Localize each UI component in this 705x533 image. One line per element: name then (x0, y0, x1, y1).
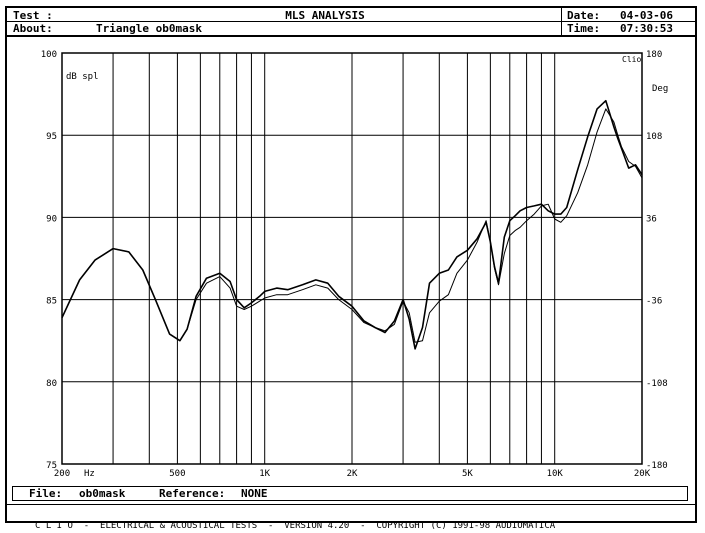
footer-banner: C L I O - ELECTRICAL & ACOUSTICAL TESTS … (5, 505, 697, 531)
response-curve-1 (61, 99, 643, 350)
x-tick-label: 200 (54, 469, 70, 479)
time-label: Time: (567, 22, 601, 35)
y2-tick-label: 36 (646, 214, 657, 224)
test-label: Test : (13, 9, 53, 22)
about-label: About: (13, 22, 53, 35)
reference-label: Reference: (159, 487, 226, 500)
footer-divider (5, 504, 697, 505)
y-tick-label: 100 (41, 50, 57, 60)
file-value: ob0mask (79, 487, 126, 500)
y-tick-label: 85 (46, 297, 57, 307)
clio-corner-label: Clio (622, 55, 641, 64)
y-tick-label: 90 (46, 214, 57, 224)
date-value: 04-03-06 (620, 9, 673, 22)
reference-value: NONE (241, 487, 268, 500)
window-frame (5, 6, 697, 523)
x-tick-label: 5K (462, 469, 473, 479)
x-tick-label: 500 (169, 469, 185, 479)
y2-tick-label: 108 (646, 132, 662, 142)
y2-tick-label: -36 (646, 297, 662, 307)
x-tick-label: 2K (347, 469, 358, 479)
page-title: MLS ANALYSIS (285, 9, 365, 22)
x-tick-label: 10K (547, 469, 564, 479)
header-bottom-rule (5, 35, 697, 37)
file-label: File: (29, 487, 63, 500)
y-axis-unit-db: dB spl (66, 72, 99, 82)
x-axis-unit-hz: Hz (84, 469, 95, 479)
header-column-divider (561, 6, 562, 36)
time-value: 07:30:53 (620, 22, 673, 35)
x-tick-label: 1K (259, 469, 270, 479)
file-info-bar: File: ob0mask Reference: NONE (12, 486, 688, 501)
y2-tick-label: 180 (646, 50, 662, 60)
y2-tick-label: -108 (646, 379, 668, 389)
y-tick-label: 80 (46, 379, 57, 389)
date-label: Date: (567, 9, 601, 22)
footer-text: C L I O - ELECTRICAL & ACOUSTICAL TESTS … (35, 521, 556, 531)
plot-area-border (61, 52, 643, 465)
y2-tick-label: -180 (646, 461, 668, 471)
y-tick-label: 95 (46, 132, 57, 142)
y-tick-label: 75 (46, 461, 57, 471)
y2-axis-unit-deg: Deg (652, 84, 668, 94)
frequency-response-chart: 100 95 90 85 80 75 180 108 36 -36 -108 -180 200 500 1K… (41, 50, 669, 479)
x-tick-label: 20K (634, 469, 651, 479)
response-curve-2 (61, 108, 643, 343)
header-divider (5, 21, 697, 22)
about-value: Triangle ob0mask (96, 22, 202, 35)
